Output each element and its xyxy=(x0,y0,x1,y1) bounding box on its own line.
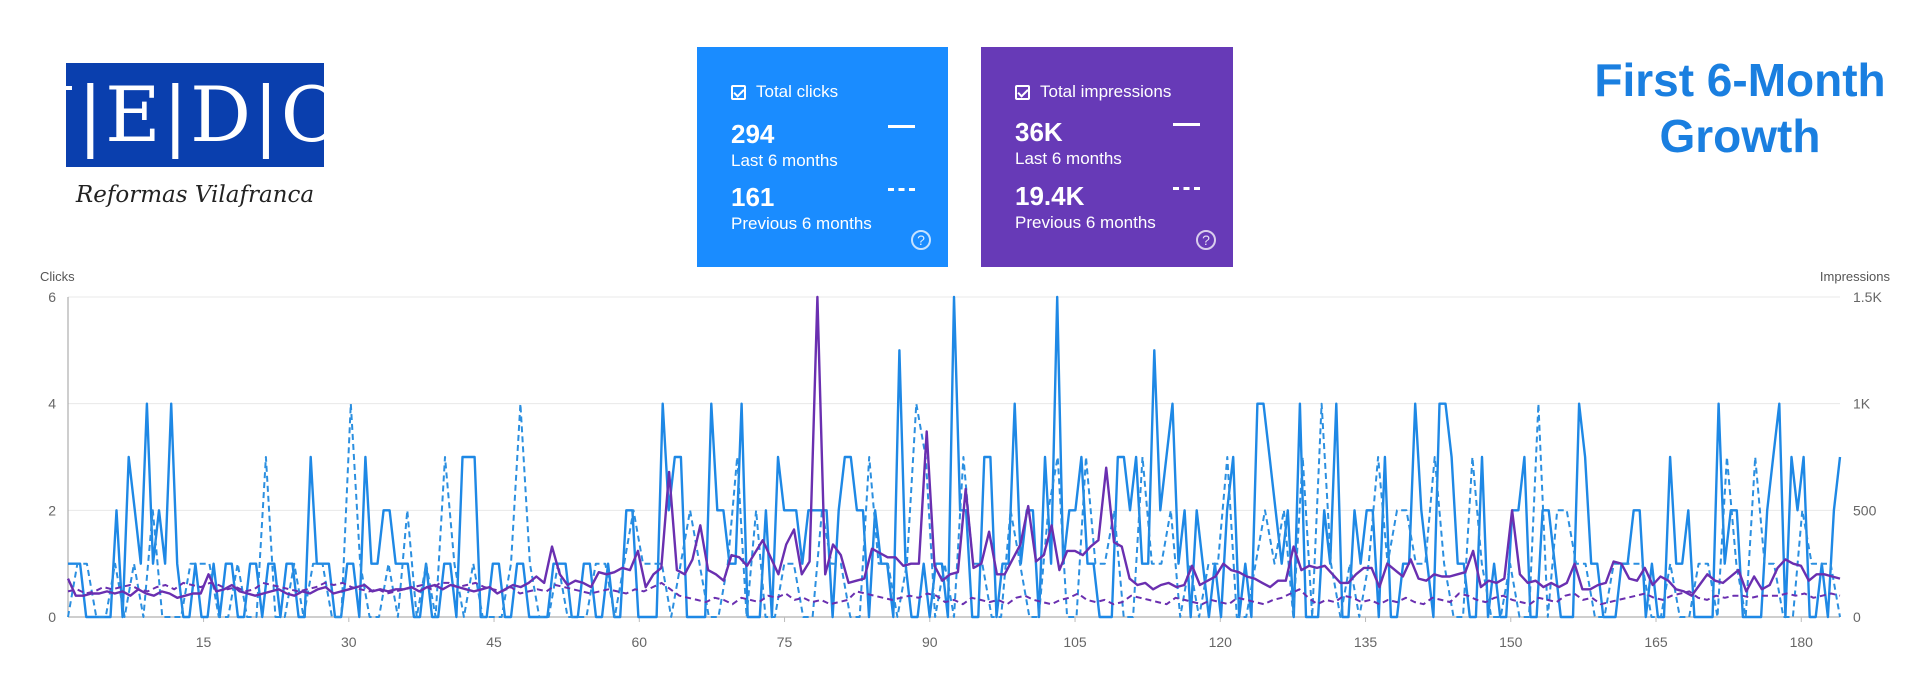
checkbox-checked-icon[interactable] xyxy=(1015,84,1030,100)
series-impressions-current xyxy=(66,295,1841,599)
y-tick-left-label: 4 xyxy=(48,396,56,412)
title-line-1: First 6-Month xyxy=(1594,54,1886,106)
title-line-2: Growth xyxy=(1659,110,1821,162)
page-title: First 6-Month Growth xyxy=(1585,52,1895,164)
x-tick-label: 165 xyxy=(1644,634,1668,650)
brand-logo: J|E|D|O xyxy=(45,63,343,167)
y-tick-right-label: 1.5K xyxy=(1853,289,1882,305)
series-clicks-current xyxy=(68,295,1842,619)
clicks-current-value: 294 xyxy=(731,119,775,149)
total-impressions-card[interactable]: Total impressions 36K Last 6 months 19.4… xyxy=(981,47,1233,267)
x-tick-label: 150 xyxy=(1499,634,1523,650)
chart-series xyxy=(66,295,1842,619)
total-impressions-header[interactable]: Total impressions xyxy=(1015,82,1171,102)
x-tick-label: 180 xyxy=(1790,634,1814,650)
clicks-previous-value: 161 xyxy=(731,182,775,212)
y-axis-left-title: Clicks xyxy=(40,269,75,284)
total-clicks-label: Total clicks xyxy=(756,82,839,101)
x-tick-label: 135 xyxy=(1354,634,1378,650)
series-impressions-previous xyxy=(67,581,1841,606)
dashed-line-legend-icon xyxy=(888,188,915,191)
total-clicks-header[interactable]: Total clicks xyxy=(731,82,838,102)
impressions-previous-period: Previous 6 months xyxy=(1015,213,1156,232)
logo-letters: J|E|D|O xyxy=(45,70,346,159)
x-tick-label: 45 xyxy=(486,634,502,650)
y-tick-left-label: 0 xyxy=(48,609,56,625)
total-clicks-card[interactable]: Total clicks 294 Last 6 months 161 Previ… xyxy=(697,47,948,267)
x-tick-label: 75 xyxy=(777,634,793,650)
x-tick-label: 120 xyxy=(1209,634,1233,650)
x-tick-label: 15 xyxy=(196,634,212,650)
help-icon[interactable]: ? xyxy=(911,230,931,250)
clicks-previous-period: Previous 6 months xyxy=(731,214,872,233)
y-tick-right-label: 500 xyxy=(1853,502,1877,518)
x-tick-label: 105 xyxy=(1063,634,1087,650)
y-tick-left-label: 2 xyxy=(48,502,56,518)
y-axis-right-title: Impressions xyxy=(1820,269,1891,284)
checkbox-checked-icon[interactable] xyxy=(731,84,746,100)
impressions-current-value: 36K xyxy=(1015,117,1063,147)
logo-subtitle: Reformas Vilafranca xyxy=(75,182,315,208)
y-tick-right-label: 1K xyxy=(1853,396,1871,412)
help-icon[interactable]: ? xyxy=(1196,230,1216,250)
impressions-current-period: Last 6 months xyxy=(1015,149,1122,168)
clicks-current-period: Last 6 months xyxy=(731,151,838,170)
solid-line-legend-icon xyxy=(888,125,915,128)
impressions-previous-value: 19.4K xyxy=(1015,181,1085,211)
solid-line-legend-icon xyxy=(1173,123,1200,126)
x-tick-label: 30 xyxy=(341,634,357,650)
series-clicks-previous xyxy=(67,402,1841,618)
x-tick-label: 60 xyxy=(632,634,648,650)
y-tick-right-label: 0 xyxy=(1853,609,1861,625)
x-tick-label: 90 xyxy=(922,634,938,650)
dashed-line-legend-icon xyxy=(1173,187,1200,190)
chart-labels: 0 0 2 500 4 1K 6 1.5K 15 30 45 60 75 90 105 120 135 150 16… xyxy=(40,269,1891,650)
y-tick-left-label: 6 xyxy=(48,289,56,305)
total-impressions-label: Total impressions xyxy=(1040,82,1172,101)
